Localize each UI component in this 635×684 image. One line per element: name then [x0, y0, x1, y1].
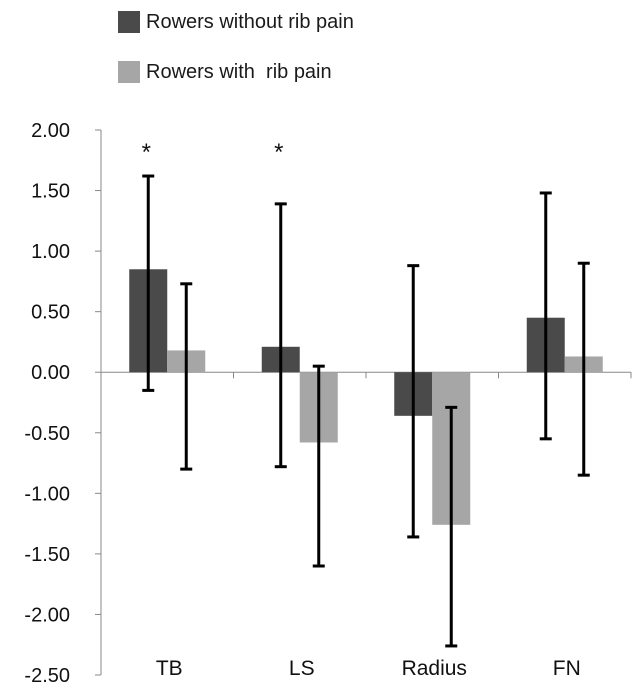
legend-item-without-pain: Rowers without rib pain [118, 8, 354, 36]
legend-item-with-pain: Rowers with rib pain [118, 58, 354, 86]
x-category-label: LS [289, 657, 315, 680]
y-tick-label: -2.50 [24, 665, 70, 684]
y-tick-label: 1.00 [31, 241, 70, 263]
x-category-label: FN [553, 657, 581, 680]
legend-label-with-pain: Rowers with rib pain [146, 60, 332, 83]
significance-marker: * [142, 139, 151, 166]
legend-swatch-without-pain [118, 11, 140, 33]
y-tick-label: 0.00 [31, 362, 70, 384]
y-tick-label: -2.00 [24, 604, 70, 626]
legend-swatch-with-pain [118, 61, 140, 83]
y-tick-label: 1.50 [31, 181, 70, 203]
y-tick-label: -1.00 [24, 483, 70, 505]
y-tick-label: 2.00 [31, 120, 70, 142]
y-tick-label: -0.50 [24, 423, 70, 445]
y-tick-label: -1.50 [24, 544, 70, 566]
legend-label-without-pain: Rowers without rib pain [146, 10, 354, 33]
significance-marker: * [274, 139, 283, 166]
x-category-label: Radius [402, 657, 467, 680]
x-category-label: TB [156, 657, 183, 680]
legend: Rowers without rib pain Rowers with rib … [118, 8, 354, 108]
y-tick-label: 0.50 [31, 302, 70, 324]
